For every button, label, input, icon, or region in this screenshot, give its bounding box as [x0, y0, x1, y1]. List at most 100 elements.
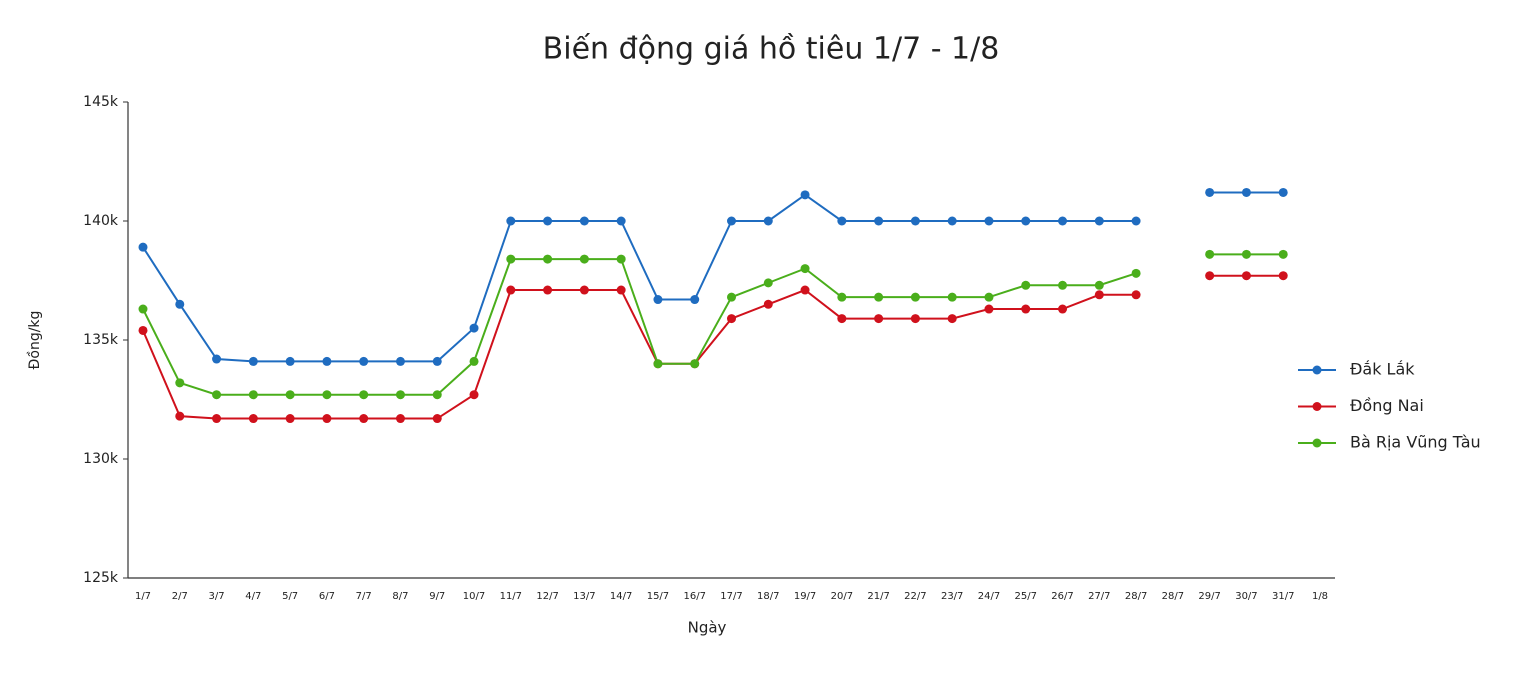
data-point: [285, 356, 295, 366]
data-point: [322, 414, 332, 424]
data-point: [1021, 280, 1031, 290]
x-tick-label: 7/7: [356, 591, 372, 602]
x-tick-label: 11/7: [500, 591, 522, 602]
data-point: [690, 295, 700, 305]
x-tick-label: 19/7: [794, 591, 816, 602]
data-point: [763, 216, 773, 226]
legend-marker: [1312, 365, 1322, 375]
data-point: [543, 285, 553, 295]
data-point: [322, 356, 332, 366]
data-point: [1058, 304, 1068, 314]
legend-marker: [1312, 438, 1322, 448]
x-tick-label: 22/7: [904, 591, 926, 602]
x-tick-label: 21/7: [867, 591, 889, 602]
data-point: [469, 390, 479, 400]
x-tick-label: 10/7: [463, 591, 485, 602]
data-point: [1131, 290, 1141, 300]
data-point: [432, 390, 442, 400]
x-tick-label: 25/7: [1015, 591, 1037, 602]
data-point: [285, 390, 295, 400]
y-tick-label: 130k: [83, 451, 119, 467]
legend-label: Đắk Lắk: [1350, 360, 1415, 379]
data-point: [1241, 271, 1251, 281]
x-tick-label: 18/7: [757, 591, 779, 602]
x-tick-label: 16/7: [683, 591, 705, 602]
data-point: [1205, 249, 1215, 259]
data-point: [359, 414, 369, 424]
data-point: [984, 216, 994, 226]
data-point: [175, 299, 185, 309]
x-tick-label: 28/7: [1125, 591, 1147, 602]
data-point: [138, 325, 148, 335]
data-point: [1094, 290, 1104, 300]
data-point: [837, 216, 847, 226]
data-point: [690, 359, 700, 369]
data-point: [1205, 187, 1215, 197]
data-point: [837, 314, 847, 324]
data-point: [1241, 249, 1251, 259]
x-tick-label: 27/7: [1088, 591, 1110, 602]
data-point: [212, 390, 222, 400]
x-tick-label: 28/7: [1162, 591, 1184, 602]
data-point: [1131, 268, 1141, 278]
data-point: [285, 414, 295, 424]
data-point: [763, 299, 773, 309]
x-tick-label: 31/7: [1272, 591, 1294, 602]
data-point: [1278, 271, 1288, 281]
data-point: [1094, 280, 1104, 290]
data-point: [874, 216, 884, 226]
data-point: [616, 285, 626, 295]
data-point: [395, 356, 405, 366]
y-tick-label: 135k: [83, 332, 119, 348]
chart-title: Biến động giá hồ tiêu 1/7 - 1/8: [543, 32, 1000, 67]
data-point: [212, 354, 222, 364]
x-tick-label: 24/7: [978, 591, 1000, 602]
data-point: [1058, 280, 1068, 290]
data-point: [138, 242, 148, 252]
data-point: [1094, 216, 1104, 226]
x-tick-label: 13/7: [573, 591, 595, 602]
data-point: [653, 295, 663, 305]
data-point: [910, 292, 920, 302]
data-point: [727, 216, 736, 226]
data-point: [506, 254, 516, 264]
data-point: [359, 390, 369, 400]
x-tick-label: 20/7: [831, 591, 853, 602]
data-point: [1058, 216, 1068, 226]
data-point: [947, 314, 957, 324]
legend-label: Bà Rịa Vũng Tàu: [1350, 433, 1481, 452]
data-point: [1131, 216, 1141, 226]
x-tick-label: 3/7: [209, 591, 225, 602]
data-point: [543, 254, 553, 264]
x-tick-label: 15/7: [647, 591, 669, 602]
x-tick-label: 1/7: [135, 591, 151, 602]
x-tick-label: 17/7: [720, 591, 742, 602]
data-point: [579, 285, 589, 295]
data-point: [175, 411, 185, 421]
data-point: [432, 414, 442, 424]
x-tick-label: 8/7: [392, 591, 408, 602]
data-point: [1205, 271, 1215, 281]
x-tick-label: 2/7: [172, 591, 188, 602]
data-point: [727, 314, 736, 324]
data-point: [395, 414, 405, 424]
x-tick-label: 4/7: [245, 591, 261, 602]
data-point: [800, 190, 810, 200]
data-point: [800, 264, 810, 274]
y-axis-title: Đồng/kg: [26, 311, 43, 370]
data-point: [175, 378, 185, 388]
x-axis-title: Ngày: [688, 619, 727, 637]
data-point: [359, 356, 369, 366]
x-tick-label: 14/7: [610, 591, 632, 602]
x-tick-label: 9/7: [429, 591, 445, 602]
x-tick-label: 30/7: [1235, 591, 1257, 602]
legend-marker: [1312, 402, 1322, 411]
x-tick-label: 6/7: [319, 591, 335, 602]
data-point: [248, 390, 258, 400]
data-point: [212, 414, 222, 424]
data-point: [653, 359, 663, 369]
data-point: [910, 216, 920, 226]
x-tick-label: 1/8: [1312, 591, 1328, 602]
